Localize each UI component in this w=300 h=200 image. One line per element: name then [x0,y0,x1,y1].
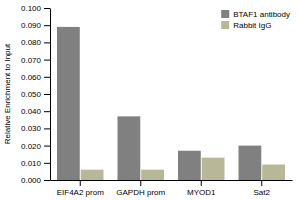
y-tick-mark [44,8,50,9]
y-axis: 0.000 0.010 0.020 0.030 0.040 0.050 0.060 0.070… [21,4,51,185]
x-tick-label: EIF4A2 prom [57,188,104,197]
y-tick: 0.050 [21,90,50,99]
x-tick: GAPDH prom [116,180,165,197]
y-tick-label: 0.090 [21,21,42,30]
y-tick-mark [44,180,50,181]
x-tick-label: MYOD1 [187,188,216,197]
y-tick-mark [44,163,50,164]
y-tick: 0.040 [21,107,50,116]
y-tick-label: 0.020 [21,142,42,151]
bar [262,165,285,180]
y-tick-mark [44,60,50,61]
x-tick: Sat2 [254,180,271,197]
legend-label: Rabbit IgG [233,21,271,30]
bar-series [57,27,261,180]
legend: BTAF1 antibody Rabbit IgG [221,10,290,30]
legend-label: BTAF1 antibody [233,10,290,19]
y-tick: 0.100 [21,4,50,13]
y-tick: 0.070 [21,56,50,65]
x-axis-line [51,180,293,181]
y-tick-mark [44,146,50,147]
bar [117,116,140,180]
x-tick-mark [80,180,81,186]
x-tick-mark [140,180,141,186]
y-tick-mark [44,42,50,43]
legend-item: Rabbit IgG [221,21,271,30]
y-tick-mark [44,94,50,95]
y-tick-label: 0.040 [21,107,42,116]
y-tick-mark [44,77,50,78]
x-tick-label: Sat2 [254,188,271,197]
y-tick: 0.010 [21,159,50,168]
x-tick-mark [201,180,202,186]
bar [57,27,80,180]
bar [141,170,164,180]
legend-item: BTAF1 antibody [221,10,290,19]
chart-svg: EIF4A2 prom GAPDH prom MYOD1 Sat2 0.000 0.010… [0,0,300,200]
y-tick-label: 0.000 [21,176,42,185]
y-tick-mark [44,25,50,26]
y-tick-label: 0.030 [21,124,42,133]
y-axis-line [50,9,51,181]
bars [57,27,285,180]
y-tick: 0.020 [21,142,50,151]
y-tick-label: 0.100 [21,4,42,13]
bar [178,151,201,180]
bar-series [81,158,285,180]
x-tick: EIF4A2 prom [57,180,104,197]
y-tick-label: 0.050 [21,90,42,99]
y-tick: 0.030 [21,124,50,133]
y-tick-mark [44,128,50,129]
y-tick: 0.080 [21,38,50,47]
x-tick: MYOD1 [187,180,216,197]
y-tick-label: 0.070 [21,56,42,65]
y-tick: 0.090 [21,21,50,30]
legend-swatch [221,21,229,29]
y-tick: 0.000 [21,176,50,185]
x-axis: EIF4A2 prom GAPDH prom MYOD1 Sat2 [51,180,293,197]
y-tick: 0.060 [21,73,50,82]
bar [81,170,104,180]
y-tick-mark [44,111,50,112]
x-tick-label: GAPDH prom [116,188,165,197]
legend-swatch [221,10,229,18]
y-tick-label: 0.060 [21,73,42,82]
plot-area: EIF4A2 prom GAPDH prom MYOD1 Sat2 0.000 0.010… [21,4,293,197]
y-tick-label: 0.080 [21,38,42,47]
bar [238,146,261,180]
y-tick-label: 0.010 [21,159,42,168]
y-axis-title: Relative Enrichment to Input [3,43,12,144]
x-tick-mark [261,180,262,186]
bar [202,158,225,180]
